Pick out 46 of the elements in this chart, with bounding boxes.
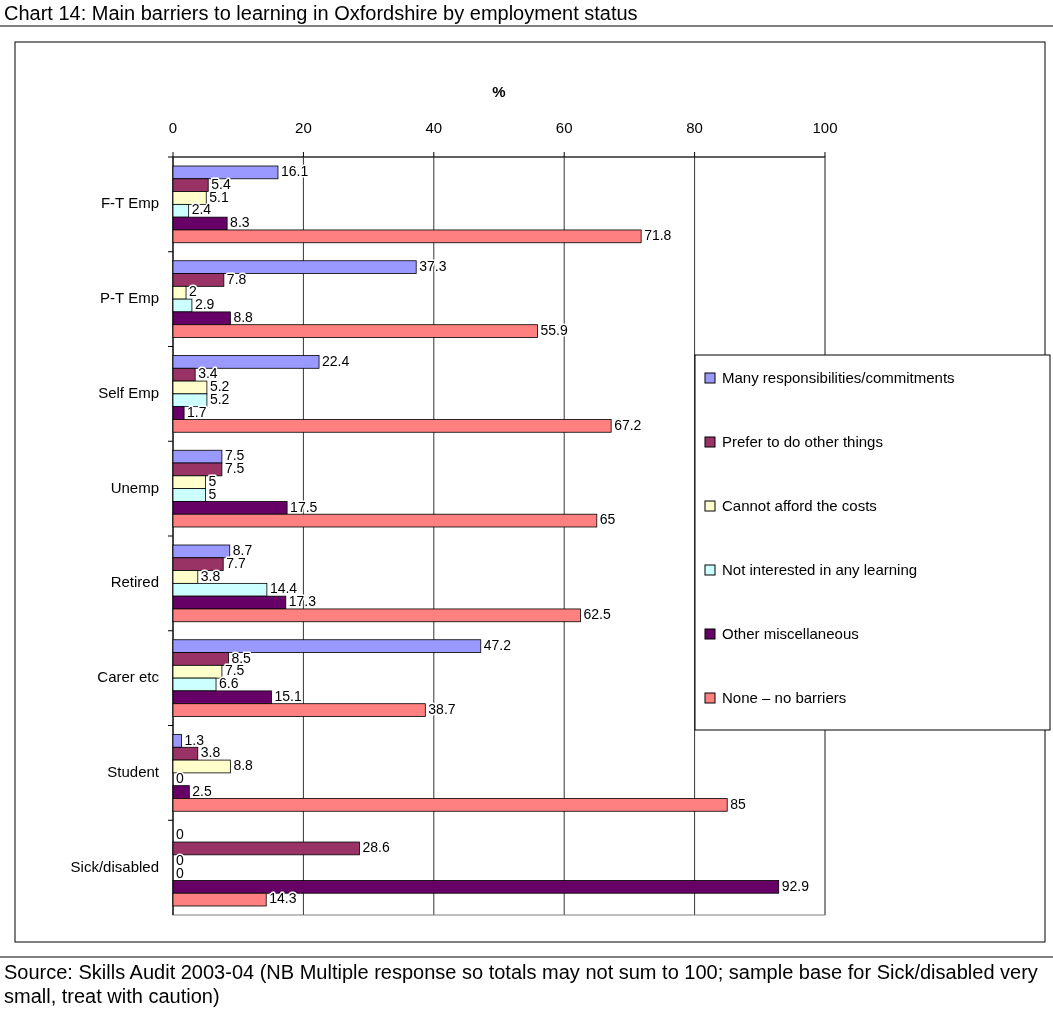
data-label: 55.9 (540, 321, 568, 338)
chart-title: Chart 14: Main barriers to learning in Oxfordshire by employment status (4, 2, 638, 24)
data-label: 65 (599, 511, 616, 528)
y-tick-label: Carer etc (97, 668, 160, 686)
data-label: 47.2 (483, 636, 512, 653)
data-label: 22.4 (322, 352, 350, 369)
legend-label: Cannot afford the costs (722, 496, 877, 514)
x-axis-title: % (492, 83, 506, 100)
data-label: 8.3 (230, 214, 250, 231)
y-tick-label: Retired (110, 573, 159, 591)
data-label: 14.4 (269, 580, 298, 597)
data-label: 14.3 (269, 890, 297, 907)
data-label: 8.8 (233, 757, 254, 774)
y-tick-label: Student (107, 762, 160, 780)
x-tick-label: 40 (425, 119, 443, 136)
data-label: 92.9 (781, 877, 810, 894)
legend-label: Prefer to do other things (722, 432, 883, 450)
data-label: 85 (730, 795, 746, 812)
data-label: 1.7 (187, 403, 207, 420)
data-label: 3.8 (200, 567, 221, 584)
data-label: 2.4 (191, 201, 212, 218)
legend-label: Many responsibilities/commitments (722, 368, 955, 386)
legend-label: Other miscellaneous (722, 624, 859, 642)
data-label: 67.2 (614, 416, 642, 433)
data-label: 2.5 (192, 782, 212, 799)
y-tick-label: Self Emp (98, 383, 159, 401)
x-tick-label: 20 (295, 119, 312, 136)
data-label: 71.8 (644, 227, 672, 244)
x-tick-label: 80 (686, 119, 703, 136)
x-tick-label: 100 (812, 119, 838, 136)
x-tick-label: 0 (168, 119, 178, 136)
y-tick-label: Unemp (110, 478, 159, 496)
y-tick-label: Sick/disabled (70, 857, 159, 875)
data-label: 15.1 (274, 688, 302, 705)
data-label: 28.6 (362, 839, 390, 856)
data-label: 62.5 (583, 606, 611, 623)
y-tick-label: F-T Emp (100, 194, 159, 212)
data-label: 0 (176, 769, 184, 786)
source-note: Source: Skills Audit 2003-04 (NB Multiple response so totals may not sum to 100; sample base for Sick/disabled very small, treat with caution) (4, 960, 1039, 1008)
y-tick-label: P-T Emp (100, 289, 159, 307)
data-label: 7.8 (226, 270, 247, 287)
legend-label: None – no barriers (722, 688, 847, 706)
data-label: 8.8 (233, 309, 254, 326)
data-label: 0 (176, 826, 184, 843)
x-tick-label: 60 (555, 119, 573, 136)
legend-label: Not interested in any learning (722, 560, 918, 578)
